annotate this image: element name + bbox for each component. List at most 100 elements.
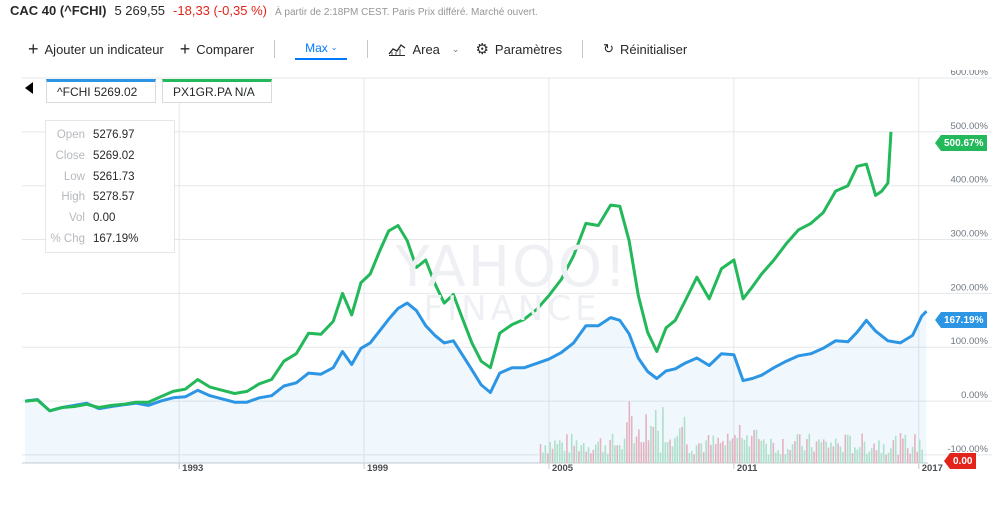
chart-type-dropdown[interactable]: Area ⌄ bbox=[388, 42, 459, 57]
volume-bar bbox=[772, 442, 775, 463]
y-tick-label: 500.00% bbox=[950, 121, 988, 132]
volume-bar bbox=[676, 435, 679, 463]
volume-bar bbox=[870, 448, 873, 463]
volume-bar bbox=[736, 438, 739, 463]
volume-bar bbox=[623, 438, 626, 463]
legend-collapse-icon[interactable] bbox=[25, 82, 33, 94]
volume-bar bbox=[796, 434, 799, 463]
area-chart-icon bbox=[388, 43, 406, 56]
volume-bar bbox=[654, 410, 657, 463]
volume-bar bbox=[741, 438, 743, 463]
volume-bar bbox=[774, 452, 777, 463]
ohlc-label: High bbox=[61, 191, 85, 204]
volume-bar bbox=[820, 442, 823, 463]
ohlc-row: % Chg 167.19% bbox=[46, 228, 174, 249]
volume-bar bbox=[690, 450, 693, 463]
reset-button[interactable]: ↻ Réinitialiser bbox=[603, 41, 687, 57]
volume-bar bbox=[566, 434, 568, 463]
volume-bar bbox=[671, 446, 674, 463]
price-value: 5 269,55 bbox=[114, 3, 166, 18]
chart-type-label: Area bbox=[412, 41, 440, 57]
range-label: Max bbox=[305, 40, 328, 55]
ticker-title: CAC 40 (^FCHI) bbox=[10, 3, 107, 18]
reset-icon: ↻ bbox=[603, 41, 615, 56]
ohlc-tooltip: Open 5276.97 Close 5269.02 Low 5261.73 High… bbox=[45, 120, 175, 253]
volume-bar bbox=[834, 438, 837, 463]
volume-bar bbox=[678, 428, 681, 463]
volume-bar bbox=[897, 454, 899, 463]
volume-bar bbox=[810, 447, 813, 463]
volume-bar bbox=[906, 448, 909, 463]
chart-svg[interactable]: 600.00% 500.00% 400.00% 300.00% 200.00% 100.0… bbox=[0, 70, 998, 507]
ohlc-value: 5278.57 bbox=[93, 191, 135, 204]
volume-bar bbox=[642, 442, 645, 463]
volume-bar bbox=[842, 451, 844, 463]
volume-bar bbox=[734, 435, 736, 463]
volume-bar bbox=[549, 442, 551, 463]
volume-bar bbox=[806, 439, 808, 463]
volume-bar bbox=[666, 442, 669, 463]
add-indicator-button[interactable]: + Ajouter un indicateur bbox=[28, 40, 164, 58]
volume-bar bbox=[662, 407, 664, 463]
y-tick-label: 0.00% bbox=[961, 390, 988, 401]
y-tick-label: 200.00% bbox=[950, 282, 988, 293]
volume-bar bbox=[674, 438, 676, 463]
volume-bar bbox=[539, 444, 542, 463]
volume-bar bbox=[602, 452, 604, 463]
ohlc-value: 0.00 bbox=[93, 212, 116, 225]
ohlc-label: % Chg bbox=[50, 232, 85, 245]
volume-bar bbox=[830, 442, 832, 463]
volume-bar bbox=[570, 433, 573, 463]
y-tick-label: 400.00% bbox=[950, 175, 988, 186]
volume-bar bbox=[609, 440, 611, 463]
volume-bar bbox=[652, 426, 655, 463]
range-dropdown[interactable]: Max ⌄ bbox=[295, 39, 348, 60]
volume-bar bbox=[561, 442, 563, 463]
volume-bar bbox=[597, 441, 599, 463]
chart-toolbar: + Ajouter un indicateur + Comparer Max ⌄… bbox=[28, 36, 940, 62]
volume-bar bbox=[911, 446, 914, 463]
volume-bar bbox=[839, 446, 842, 463]
volume-bar bbox=[866, 453, 868, 463]
volume-bar bbox=[827, 447, 830, 463]
toolbar-divider bbox=[367, 40, 369, 58]
volume-bar bbox=[604, 445, 607, 463]
volume-badge: 0.00 bbox=[943, 453, 977, 469]
volume-bar bbox=[854, 447, 856, 463]
plus-icon: + bbox=[179, 39, 191, 59]
volume-bar bbox=[887, 452, 890, 463]
volume-bar bbox=[650, 426, 652, 463]
compare-button[interactable]: + Comparer bbox=[180, 40, 254, 58]
settings-button[interactable]: ⚙ Paramètres bbox=[475, 40, 562, 58]
volume-bar bbox=[614, 445, 616, 463]
volume-bar bbox=[832, 446, 835, 463]
volume-bar bbox=[724, 445, 727, 463]
volume-bar bbox=[621, 449, 623, 463]
volume-bar bbox=[868, 451, 871, 463]
volume-bar bbox=[861, 433, 863, 463]
volume-bar bbox=[544, 445, 547, 463]
legend-series-fchi[interactable]: ^FCHI 5269.02 bbox=[46, 79, 156, 103]
ohlc-label: Close bbox=[55, 150, 85, 163]
volume-bar bbox=[794, 441, 796, 463]
legend-series-px1gr[interactable]: PX1GR.PA N/A bbox=[162, 79, 272, 103]
volume-bar bbox=[890, 448, 892, 463]
volume-bar bbox=[902, 438, 904, 463]
legend-label: PX1GR.PA N/A bbox=[173, 85, 255, 99]
volume-bar bbox=[856, 449, 859, 463]
add-indicator-label: Ajouter un indicateur bbox=[44, 41, 164, 57]
volume-bar bbox=[578, 451, 580, 463]
volume-bar bbox=[722, 441, 724, 463]
ohlc-row: Close 5269.02 bbox=[46, 146, 174, 167]
volume-bar bbox=[710, 444, 712, 463]
volume-bar bbox=[719, 443, 722, 463]
chevron-down-icon: ⌄ bbox=[330, 43, 338, 52]
volume-bar bbox=[638, 429, 640, 463]
volume-bar bbox=[767, 454, 770, 463]
volume-bar bbox=[647, 440, 650, 463]
volume-bar bbox=[546, 453, 549, 463]
volume-bar bbox=[594, 444, 597, 463]
volume-bar bbox=[914, 434, 916, 463]
volume-bar bbox=[743, 440, 746, 463]
ohlc-value: 5269.02 bbox=[93, 150, 135, 163]
